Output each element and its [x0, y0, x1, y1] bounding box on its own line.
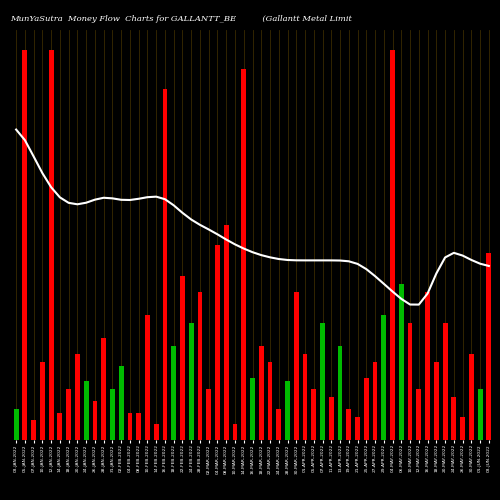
Bar	[206, 389, 211, 440]
Bar	[355, 416, 360, 440]
Bar	[110, 389, 115, 440]
Bar	[92, 401, 98, 440]
Bar	[66, 389, 71, 440]
Bar	[320, 323, 325, 440]
Bar	[84, 382, 88, 440]
Bar	[285, 382, 290, 440]
Bar	[382, 315, 386, 440]
Bar	[198, 292, 202, 440]
Bar	[14, 409, 18, 440]
Bar	[75, 354, 80, 440]
Bar	[469, 354, 474, 440]
Bar	[399, 284, 404, 440]
Bar	[189, 323, 194, 440]
Bar	[338, 346, 342, 440]
Bar	[31, 420, 36, 440]
Bar	[40, 362, 45, 440]
Bar	[48, 50, 54, 440]
Bar	[58, 412, 62, 440]
Bar	[416, 389, 421, 440]
Bar	[486, 252, 492, 440]
Bar	[102, 338, 106, 440]
Bar	[259, 346, 264, 440]
Bar	[346, 409, 351, 440]
Bar	[232, 424, 237, 440]
Bar	[215, 245, 220, 440]
Bar	[302, 354, 308, 440]
Bar	[434, 362, 439, 440]
Bar	[162, 88, 168, 440]
Bar	[128, 412, 132, 440]
Bar	[408, 323, 412, 440]
Bar	[136, 412, 141, 440]
Bar	[154, 424, 158, 440]
Bar	[294, 292, 298, 440]
Bar	[478, 389, 482, 440]
Bar	[180, 276, 185, 440]
Bar	[312, 389, 316, 440]
Bar	[372, 362, 378, 440]
Bar	[390, 50, 395, 440]
Bar	[119, 366, 124, 440]
Bar	[172, 346, 176, 440]
Bar	[268, 362, 272, 440]
Bar	[250, 378, 255, 440]
Bar	[425, 292, 430, 440]
Bar	[145, 315, 150, 440]
Text: MunYaSutra  Money Flow  Charts for GALLANTT_BE          (Gallantt Metal Limit: MunYaSutra Money Flow Charts for GALLANT…	[10, 15, 352, 23]
Bar	[452, 397, 456, 440]
Bar	[460, 416, 465, 440]
Bar	[442, 323, 448, 440]
Bar	[22, 50, 28, 440]
Bar	[364, 378, 368, 440]
Bar	[224, 225, 228, 440]
Bar	[329, 397, 334, 440]
Bar	[242, 69, 246, 440]
Bar	[276, 409, 281, 440]
